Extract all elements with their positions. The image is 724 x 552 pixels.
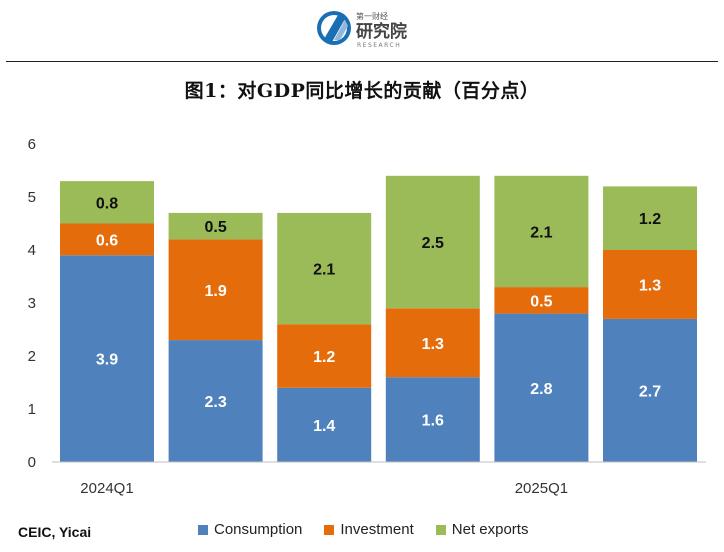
x-tick-label: 2024Q1 bbox=[80, 480, 133, 497]
data-label-consumption: 2.8 bbox=[530, 381, 552, 398]
data-label-investment: 1.3 bbox=[422, 336, 444, 353]
logo-cn-small: 第一财经 bbox=[356, 11, 388, 21]
data-label-net-exports: 2.5 bbox=[422, 235, 444, 252]
data-label-net-exports: 2.1 bbox=[530, 224, 552, 241]
legend-swatch-investment bbox=[324, 524, 335, 535]
data-label-investment: 1.2 bbox=[313, 349, 335, 366]
bar-segment-consumption bbox=[385, 377, 480, 462]
bar-segment-consumption bbox=[168, 340, 263, 462]
bar-segment-investment bbox=[385, 308, 480, 378]
source-note: CEIC, Yicai bbox=[18, 524, 92, 540]
data-label-investment: 1.3 bbox=[639, 277, 661, 294]
header-rule bbox=[6, 61, 718, 62]
data-label-consumption: 3.9 bbox=[96, 352, 118, 369]
bar-segment-consumption bbox=[277, 387, 372, 462]
y-tick-label: 0 bbox=[28, 454, 36, 471]
bar-segment-net-exports bbox=[603, 186, 697, 250]
chart-legend: Consumption Investment Net exports bbox=[198, 521, 528, 538]
legend-item-consumption: Consumption bbox=[198, 521, 302, 538]
logo-en: RESEARCH bbox=[357, 42, 401, 49]
bar-segment-consumption bbox=[60, 255, 154, 462]
data-label-net-exports: 0.8 bbox=[96, 195, 118, 212]
y-tick-label: 2 bbox=[28, 348, 36, 365]
logo-cn-big: 研究院 bbox=[356, 21, 407, 42]
bar-segment-consumption bbox=[603, 318, 697, 462]
bar-segment-net-exports bbox=[385, 175, 480, 309]
data-label-consumption: 1.6 bbox=[422, 413, 444, 430]
header: 第一财经 研究院 RESEARCH bbox=[0, 0, 724, 62]
bar-segment-net-exports bbox=[277, 212, 372, 325]
bar-segment-investment bbox=[603, 250, 697, 319]
logo-emblem-icon bbox=[317, 11, 351, 45]
legend-swatch-net-exports bbox=[435, 524, 446, 535]
bar-segment-net-exports bbox=[494, 175, 589, 288]
data-label-investment: 1.9 bbox=[204, 283, 226, 300]
data-label-investment: 0.5 bbox=[530, 293, 552, 310]
bar-segment-net-exports bbox=[168, 212, 263, 240]
legend-item-net-exports: Net exports bbox=[435, 521, 529, 538]
data-label-investment: 0.6 bbox=[96, 232, 118, 249]
y-tick-label: 1 bbox=[28, 401, 36, 418]
legend-label-net-exports: Net exports bbox=[451, 521, 529, 538]
stacked-bar-chart: 0 1 2 3 4 5 6 3.9 0.6 0.8 2024Q1 2.3 1.9 0.5 1.4 1.2 2.1… bbox=[28, 136, 706, 497]
bar-segment-net-exports bbox=[60, 181, 154, 224]
bar-segment-investment bbox=[494, 287, 589, 314]
data-label-consumption: 2.3 bbox=[204, 394, 226, 411]
chart-title: 图1：对GDP同比增长的贡献（百分点） bbox=[184, 80, 540, 102]
data-label-consumption: 1.4 bbox=[313, 418, 335, 435]
legend-item-investment: Investment bbox=[324, 521, 414, 538]
y-tick-label: 5 bbox=[28, 189, 36, 206]
data-label-net-exports: 2.1 bbox=[313, 262, 335, 279]
bar-segment-investment bbox=[277, 324, 372, 388]
data-label-consumption: 2.7 bbox=[639, 383, 661, 400]
data-label-net-exports: 1.2 bbox=[639, 211, 661, 228]
legend-label-investment: Investment bbox=[340, 521, 414, 538]
x-tick-label: 2025Q1 bbox=[515, 480, 568, 497]
bar-segment-investment bbox=[60, 223, 154, 256]
bar-segment-investment bbox=[168, 239, 263, 341]
y-tick-label: 4 bbox=[28, 242, 36, 259]
legend-swatch-consumption bbox=[198, 524, 208, 535]
data-label-net-exports: 0.5 bbox=[204, 219, 226, 236]
bar-segment-consumption bbox=[494, 313, 589, 462]
y-tick-label: 3 bbox=[28, 295, 36, 312]
yicai-research-logo: 第一财经 研究院 RESEARCH bbox=[317, 11, 407, 49]
y-tick-label: 6 bbox=[28, 136, 36, 153]
legend-label-consumption: Consumption bbox=[214, 521, 303, 538]
